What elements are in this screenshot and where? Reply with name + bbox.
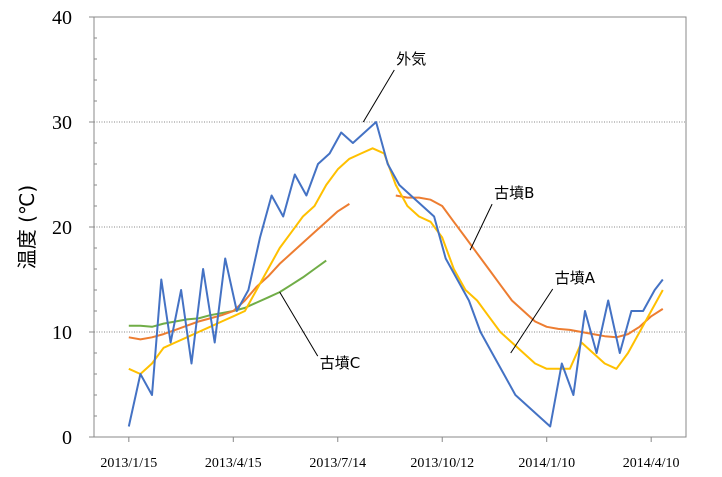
x-tick-label: 2013/10/12 xyxy=(410,456,474,471)
annotation-leader xyxy=(469,203,493,251)
annotation-leader xyxy=(362,69,395,123)
y-tick-label: 40 xyxy=(52,7,72,29)
annotation-label: 外気 xyxy=(396,50,426,68)
y-tick-label: 30 xyxy=(52,112,72,134)
x-tick-label: 2013/7/14 xyxy=(309,456,366,471)
y-axis: 0 10 20 30 40 xyxy=(52,7,97,449)
x-axis: 2013/1/15 2013/4/15 2013/7/14 2013/10/12 201… xyxy=(100,437,680,471)
annotation-label: 古墳C xyxy=(320,354,360,372)
x-tick-label: 2014/1/10 xyxy=(518,456,575,471)
grid-lines xyxy=(94,121,686,333)
annotation-label: 古墳B xyxy=(494,184,534,202)
y-tick-label: 0 xyxy=(62,427,72,449)
y-tick-label: 20 xyxy=(52,217,72,239)
x-tick-label: 2014/4/10 xyxy=(623,456,680,471)
series-line-2 xyxy=(128,147,664,375)
annotation-label: 古墳A xyxy=(555,269,596,287)
annotation-leader xyxy=(279,291,319,357)
x-tick-label: 2013/4/15 xyxy=(205,456,262,471)
series-line-3 xyxy=(128,194,664,341)
annotation-leader xyxy=(510,288,554,354)
series-line-1 xyxy=(127,121,664,428)
series-lines xyxy=(127,121,664,428)
y-tick-label: 10 xyxy=(52,322,72,344)
x-tick-label: 2013/1/15 xyxy=(100,456,157,471)
y-axis-label: 温度 (℃) xyxy=(15,185,39,269)
